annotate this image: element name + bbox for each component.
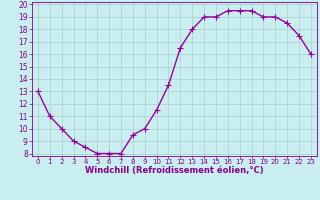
X-axis label: Windchill (Refroidissement éolien,°C): Windchill (Refroidissement éolien,°C) — [85, 166, 264, 175]
